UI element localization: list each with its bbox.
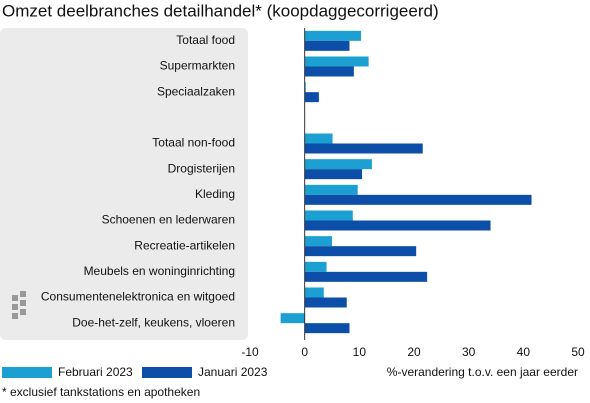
bar <box>304 92 319 103</box>
x-tick-label: 30 <box>462 345 476 359</box>
bar <box>304 30 361 41</box>
y-tick-label: Schoenen en lederwaren <box>102 213 235 227</box>
bar <box>304 66 354 77</box>
label-panel <box>0 28 248 340</box>
y-tick-label: Consumentenelektronica en witgoed <box>41 290 235 304</box>
bar <box>304 246 417 257</box>
y-tick-label: Kleding <box>195 187 235 201</box>
x-tick-label: 10 <box>353 345 367 359</box>
bar <box>304 133 333 144</box>
y-tick-label: Doe-het-zelf, keukens, vloeren <box>72 315 235 329</box>
y-tick-label: Totaal food <box>176 33 235 47</box>
x-tick-label: 20 <box>407 345 421 359</box>
y-tick-label: Drogisterijen <box>168 161 235 175</box>
y-tick-label: Meubels en woninginrichting <box>84 264 235 278</box>
bar <box>304 184 358 195</box>
bar <box>304 82 306 93</box>
y-tick-label: Recreatie-artikelen <box>134 238 235 252</box>
bar <box>304 40 350 51</box>
bar <box>304 220 491 231</box>
bar <box>304 143 423 154</box>
x-tick-label: 0 <box>301 345 308 359</box>
y-tick-label: Supermarkten <box>160 59 235 73</box>
bar <box>304 297 347 308</box>
logo <box>12 291 26 319</box>
x-tick-label: 40 <box>517 345 531 359</box>
chart-title: Omzet deelbranches detailhandel* (koopda… <box>2 1 439 20</box>
legend-swatch <box>2 367 52 378</box>
bar <box>304 236 332 247</box>
legend-swatch <box>142 367 192 378</box>
footnote: * exclusief tankstations en apotheken <box>2 385 200 399</box>
bar <box>304 323 350 334</box>
bar <box>304 261 327 272</box>
y-tick-label: Totaal non-food <box>152 136 235 150</box>
bar <box>304 271 428 282</box>
bar <box>304 194 532 205</box>
x-axis-label: %-verandering t.o.v. een jaar eerder <box>387 365 578 379</box>
legend-label: Januari 2023 <box>198 365 268 379</box>
bar <box>304 159 372 170</box>
bar <box>304 169 363 180</box>
legend-label: Februari 2023 <box>58 365 133 379</box>
bar <box>280 313 305 324</box>
bar <box>304 287 324 298</box>
x-tick-label: 50 <box>571 345 585 359</box>
bar <box>304 210 353 221</box>
x-tick-label: -10 <box>241 345 259 359</box>
y-tick-label: Speciaalzaken <box>157 84 235 98</box>
bar <box>304 56 369 67</box>
